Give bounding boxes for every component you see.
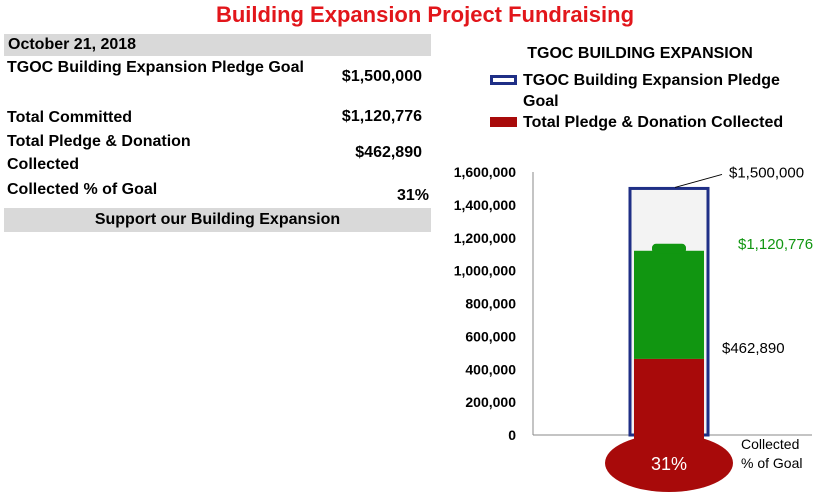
collected-bar <box>634 358 704 435</box>
summary-value: $462,890 <box>355 144 422 161</box>
summary-row-committed: Total Committed $1,120,776 <box>4 106 431 130</box>
committed-bar <box>634 250 704 359</box>
summary-row-percent: Collected % of Goal 31% <box>4 178 431 204</box>
committed-bar-cap <box>652 243 686 254</box>
y-tick-label: 1,400,000 <box>454 197 516 213</box>
y-tick-label: 600,000 <box>465 328 516 344</box>
legend-swatch-outline <box>490 75 517 85</box>
goal-data-label: $1,500,000 <box>729 164 804 181</box>
bulb-percent-label: 31% <box>651 454 687 474</box>
committed-data-label: $1,120,776 <box>738 236 813 253</box>
support-banner: Support our Building Expansion <box>4 208 431 232</box>
y-tick-label: 1,200,000 <box>454 230 516 246</box>
legend-label: Total Pledge & Donation Collected <box>523 114 784 131</box>
summary-label: Collected % of Goal <box>7 181 158 198</box>
collected-data-label: $462,890 <box>722 340 785 357</box>
y-tick-label: 0 <box>508 427 516 443</box>
summary-value: $1,120,776 <box>341 108 422 125</box>
chart-legend: TGOC Building Expansion Pledge Goal Tota… <box>488 70 818 133</box>
bulb-neck <box>634 433 704 447</box>
y-tick-label: 200,000 <box>465 394 516 410</box>
bulb-caption-line2: % of Goal <box>741 455 802 471</box>
summary-value: $1,500,000 <box>341 68 422 85</box>
y-tick-label: 800,000 <box>465 296 516 312</box>
y-tick-label: 1,000,000 <box>454 263 516 279</box>
summary-value: 31% <box>396 187 429 204</box>
page-title: Building Expansion Project Fundraising <box>215 2 635 27</box>
legend-label: TGOC Building Expansion Pledge Goal <box>523 72 780 110</box>
legend-swatch-fill <box>490 117 517 127</box>
summary-label: Total Pledge & Donation Collected <box>7 133 191 173</box>
legend-item-pledge-goal: TGOC Building Expansion Pledge Goal <box>488 70 818 112</box>
summary-table: October 21, 2018 TGOC Building Expansion… <box>4 34 431 232</box>
summary-label: TGOC Building Expansion Pledge Goal <box>7 59 304 76</box>
chart-title: TGOC BUILDING EXPANSION <box>527 45 753 62</box>
summary-row-collected: Total Pledge & Donation Collected $462,8… <box>4 130 431 178</box>
legend-item-collected: Total Pledge & Donation Collected <box>488 112 818 133</box>
y-tick-label: 1,600,000 <box>454 164 516 180</box>
goal-label-leader <box>674 173 723 188</box>
y-tick-label: 400,000 <box>465 361 516 377</box>
report-date: October 21, 2018 <box>4 34 431 56</box>
bulb-caption-line1: Collected <box>741 436 799 452</box>
summary-row-pledge-goal: TGOC Building Expansion Pledge Goal $1,5… <box>4 56 431 106</box>
summary-label: Total Committed <box>7 109 133 126</box>
thermometer-bulb <box>605 434 733 492</box>
